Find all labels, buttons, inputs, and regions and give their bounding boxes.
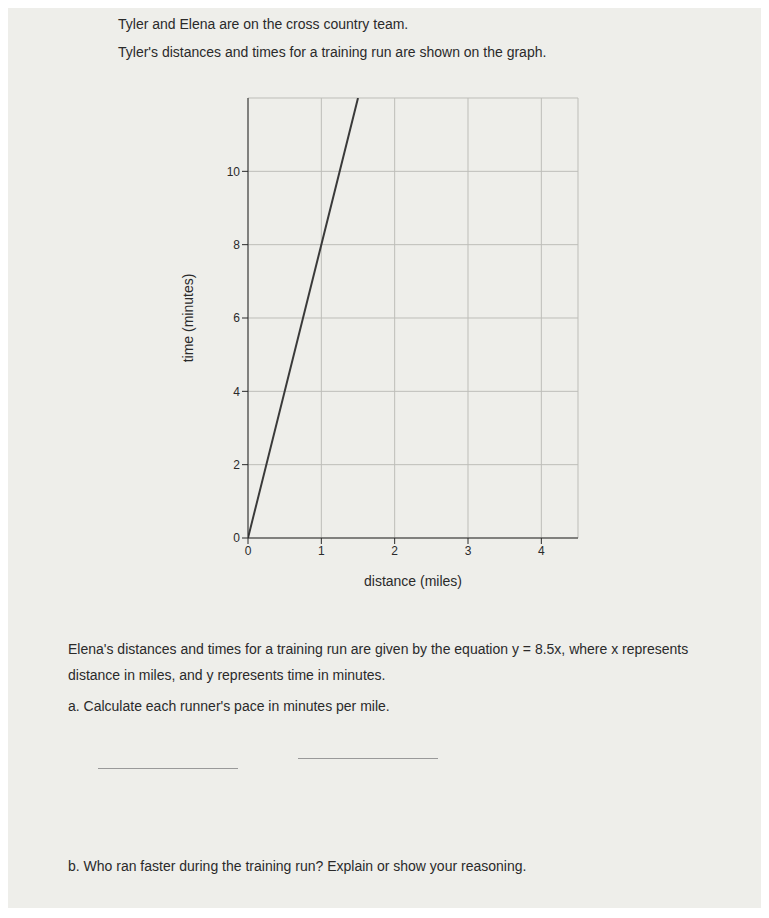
svg-text:1: 1 <box>318 544 325 558</box>
svg-text:0: 0 <box>245 544 252 558</box>
svg-text:2: 2 <box>233 458 240 472</box>
svg-text:3: 3 <box>465 544 472 558</box>
html-text:Tyler and Elena are on the cro: Tyler and Elena are on the cross country… <box>118 16 409 32</box>
svg-text:4: 4 <box>538 544 545 558</box>
html-text:b. Who ran faster during the t: b. Who ran faster during the training ru… <box>68 858 527 874</box>
svg-text:2: 2 <box>391 544 398 558</box>
svg-text:4: 4 <box>233 385 240 399</box>
html-text:Tyler's distances and times fo: Tyler's distances and times for a traini… <box>118 44 547 60</box>
svg-text:8: 8 <box>233 238 240 252</box>
html-text:a. Calculate each runner's pac: a. Calculate each runner's pace in minut… <box>68 698 390 714</box>
html-text:Elena's distances and times fo: Elena's distances and times for a traini… <box>68 641 689 683</box>
svg-text:6: 6 <box>233 311 240 325</box>
svg-text:0: 0 <box>233 531 240 545</box>
svg-text:time (minutes): time (minutes) <box>180 274 196 363</box>
svg-text:distance (miles): distance (miles) <box>364 573 462 589</box>
svg-text:10: 10 <box>227 165 241 179</box>
